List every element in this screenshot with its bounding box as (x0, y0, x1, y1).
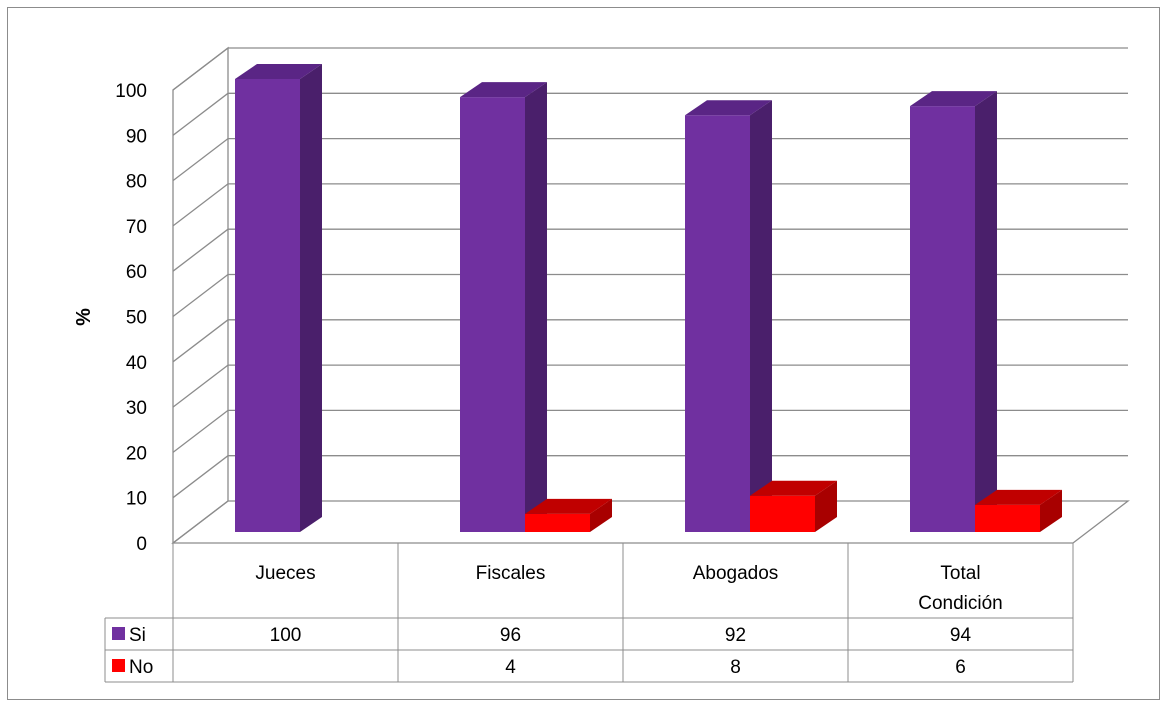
legend-label: No (129, 657, 153, 678)
gridline-diagonal (172, 364, 229, 408)
y-axis: % 0 10 20 30 40 50 60 70 80 90 100 (73, 81, 147, 555)
bar-top (750, 480, 837, 496)
gridline-diagonal (172, 183, 229, 227)
bar-front (525, 513, 590, 532)
bar-side (815, 480, 837, 532)
bar (975, 489, 1062, 532)
gridline-diagonal (172, 455, 229, 499)
legend-key (112, 659, 125, 672)
y-tick-label: 20 (126, 443, 147, 464)
bar-top (235, 64, 322, 79)
bar-top (910, 91, 997, 107)
bar (685, 100, 772, 533)
gridline-diagonal (172, 138, 229, 182)
y-tick-label: 80 (126, 172, 147, 193)
bar (235, 64, 322, 532)
y-tick-label: 60 (126, 262, 147, 283)
table-cell: 94 (950, 625, 972, 646)
y-axis-title: % (73, 308, 95, 326)
bar-top (975, 489, 1062, 505)
y-tick-label: 90 (126, 126, 147, 147)
bar (460, 82, 547, 533)
y-tick-label: 70 (126, 217, 147, 238)
bar-top (685, 100, 772, 116)
table-cell: 92 (725, 625, 746, 646)
category-label: Jueces (255, 563, 315, 584)
category-label: Fiscales (476, 563, 546, 584)
table-cell: 4 (505, 657, 516, 678)
table-cell: 96 (500, 625, 521, 646)
bar (750, 480, 837, 532)
table-cell: 6 (955, 657, 966, 678)
bar-front (910, 106, 975, 533)
gridline-diagonal (172, 273, 229, 318)
table-cell: 8 (730, 657, 741, 678)
bar-side (750, 100, 772, 533)
bar-side (975, 91, 997, 533)
y-tick-label: 100 (115, 81, 147, 102)
legend-key (112, 627, 125, 640)
gridline-diagonal (172, 47, 229, 91)
bar-front (975, 504, 1040, 532)
gridline-diagonal (172, 228, 229, 272)
category-label: Condición (918, 593, 1003, 614)
category-label: Abogados (693, 563, 779, 584)
table-cell: 100 (270, 625, 302, 646)
bar-top (460, 82, 547, 98)
y-tick-label: 40 (126, 353, 147, 374)
y-tick-label: 30 (126, 398, 147, 419)
y-tick-label: 50 (126, 308, 147, 329)
bar-top (525, 498, 612, 514)
bar-side (300, 64, 322, 532)
floor (171, 500, 1130, 544)
gridline-diagonal (172, 92, 229, 136)
bar-front (750, 495, 815, 532)
legend-label: Si (129, 625, 146, 646)
bar-front (235, 79, 300, 532)
y-tick-label: 0 (136, 534, 147, 555)
chart-bars (235, 64, 1062, 533)
y-tick-label: 10 (126, 489, 147, 510)
bar-side (590, 498, 612, 532)
bar (910, 91, 997, 533)
gridline-diagonal (172, 319, 229, 363)
category-label: Total (940, 563, 980, 584)
bar-side (525, 82, 547, 533)
bar-front (685, 115, 750, 533)
gridline-diagonal (172, 409, 229, 453)
bar-side (1040, 489, 1062, 532)
bar (525, 498, 612, 532)
bar-front (460, 97, 525, 533)
data-table: Jueces Fiscales Abogados Total Condición Si 10… (104, 543, 1074, 683)
